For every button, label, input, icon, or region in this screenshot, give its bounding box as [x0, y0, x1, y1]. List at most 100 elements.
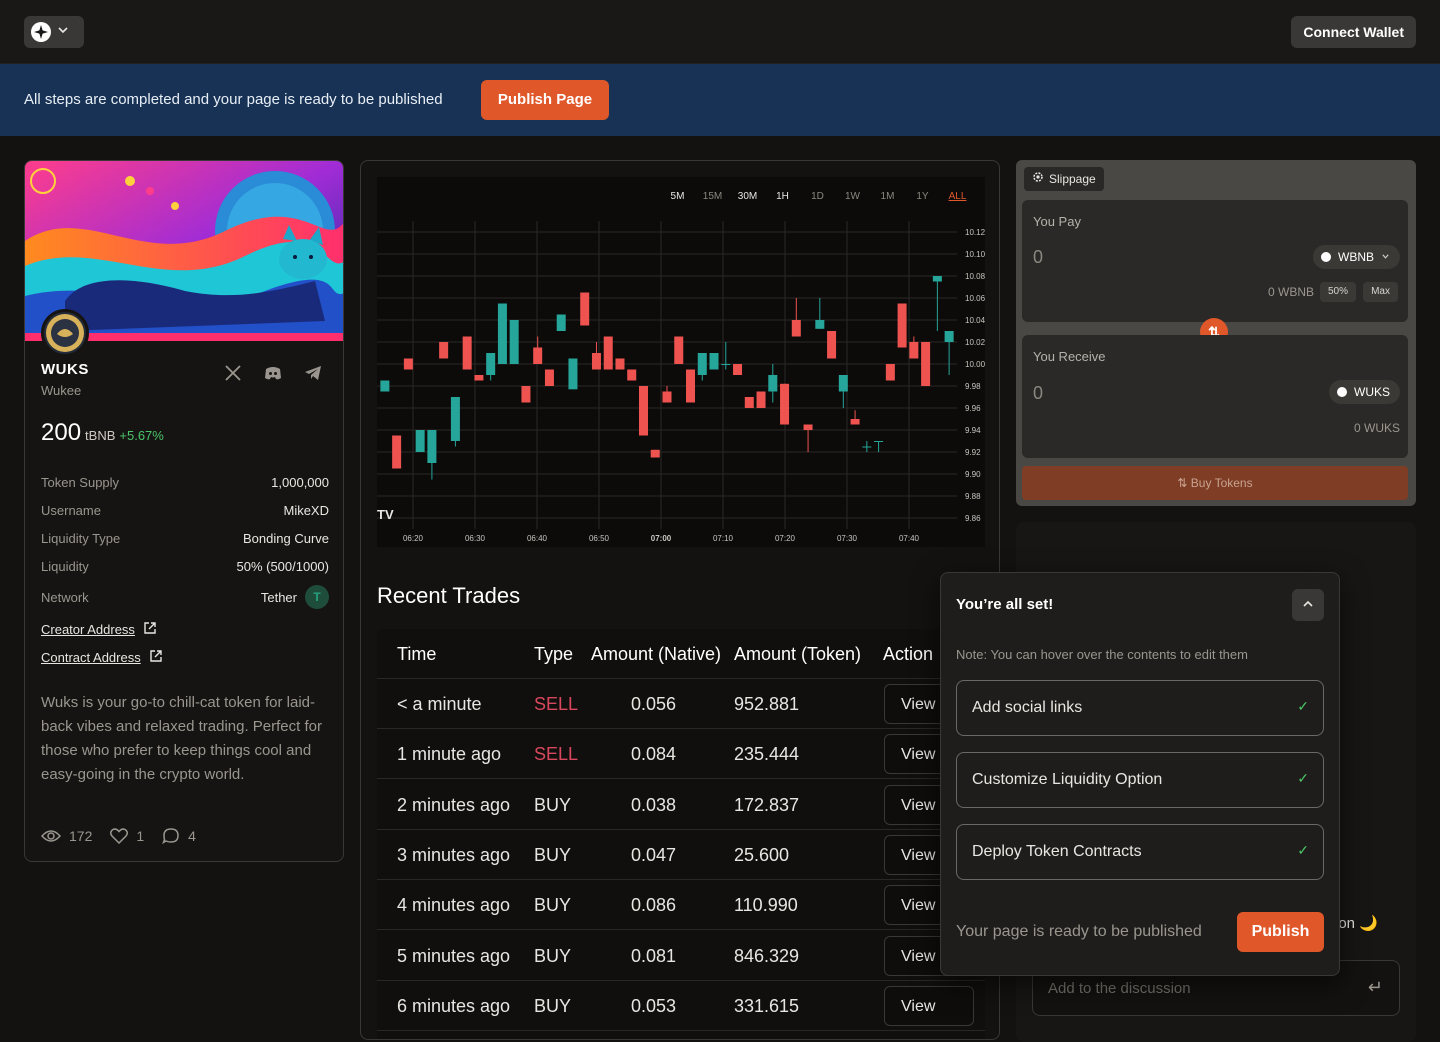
social-links — [223, 363, 323, 383]
header-amount-token: Amount (Token) — [734, 644, 862, 664]
y-tick-label: 9.98 — [965, 382, 981, 391]
publish-banner: All steps are completed and your page is… — [0, 64, 1440, 136]
chevron-up-icon — [1302, 597, 1314, 613]
timeframe-5m[interactable]: 5M — [670, 191, 685, 202]
candle-body — [474, 375, 484, 381]
telegram-icon[interactable] — [303, 363, 323, 383]
candle-body — [697, 353, 707, 375]
trade-type: BUY — [534, 794, 572, 815]
timeframe-30m[interactable]: 30M — [737, 191, 758, 202]
timeframe-15m[interactable]: 15M — [702, 191, 723, 202]
timeframe-1m[interactable]: 1M — [880, 191, 895, 202]
trade-time: 1 minute ago — [397, 744, 502, 765]
detail-liquidity: Liquidity 50% (500/1000) — [41, 559, 329, 574]
table-row: 3 minutes ago BUY 0.047 25.600 View — [377, 830, 985, 880]
x-tick-label: 06:20 — [403, 534, 424, 543]
candle-body — [568, 358, 578, 390]
detail-value: 50% (500/1000) — [236, 559, 329, 574]
trade-amount-native: 0.056 — [631, 694, 677, 714]
trade-time: < a minute — [397, 694, 482, 714]
y-tick-label: 10.06 — [965, 294, 985, 303]
step-customize-liquidity[interactable]: Customize Liquidity Option ✓ — [956, 752, 1324, 808]
y-tick-label: 10.04 — [965, 316, 985, 325]
swap-arrows-icon: ⇅ — [1177, 476, 1188, 490]
trade-amount-token: 235.444 — [734, 744, 800, 765]
candle-body — [521, 386, 531, 403]
slippage-button[interactable]: Slippage — [1024, 167, 1104, 191]
candle-body — [615, 358, 625, 370]
x-tick-label: 07:30 — [837, 534, 858, 543]
step-label: Customize Liquidity Option — [972, 771, 1163, 788]
app-menu-button[interactable] — [24, 16, 84, 48]
timeframe-1w[interactable]: 1W — [845, 191, 860, 202]
candle-body — [780, 383, 790, 425]
half-button[interactable]: 50% — [1319, 282, 1356, 302]
table-row: 5 minutes ago BUY 0.081 846.329 View — [377, 931, 985, 981]
token-symbol: WUKS — [41, 361, 89, 378]
views-count: 172 — [69, 828, 93, 844]
candle-body — [427, 430, 437, 463]
max-button[interactable]: Max — [1363, 282, 1398, 302]
timeframe-1d[interactable]: 1D — [811, 191, 824, 202]
step-label: Deploy Token Contracts — [972, 843, 1142, 860]
trade-type: SELL — [534, 694, 579, 714]
y-tick-label: 9.86 — [965, 514, 981, 523]
compass-icon — [31, 22, 51, 42]
token-dot-icon — [1321, 252, 1331, 262]
connect-wallet-button[interactable]: Connect Wallet — [1291, 16, 1416, 48]
pay-token-name: WBNB — [1338, 250, 1374, 264]
discord-icon[interactable] — [263, 363, 283, 383]
x-icon[interactable] — [223, 363, 243, 383]
timeframe-1h[interactable]: 1H — [776, 191, 789, 202]
creator-address-link[interactable]: Creator Address — [41, 621, 157, 638]
detail-value: MikeXD — [283, 503, 329, 518]
step-deploy-contracts[interactable]: Deploy Token Contracts ✓ — [956, 824, 1324, 880]
candle-body — [791, 320, 801, 337]
candlestick-chart: 10.12 10.10 10.08 10.06 10.04 10.02 10.00 9.98 9… — [377, 221, 985, 543]
likes-stat[interactable]: 1 — [110, 827, 144, 845]
candle-body — [380, 380, 390, 392]
contract-address-link[interactable]: Contract Address — [41, 649, 163, 666]
detail-liquidity-type: Liquidity Type Bonding Curve — [41, 531, 329, 546]
trade-amount-native: 0.038 — [631, 794, 677, 815]
x-tick-label: 07:40 — [899, 534, 920, 543]
candle-body — [932, 276, 942, 282]
collapse-button[interactable] — [1292, 589, 1324, 621]
publish-button[interactable]: Publish — [1237, 912, 1324, 952]
price-chart[interactable]: 5M 15M 30M 1H 1D 1W 1M 1Y ALL 10.12 10.10 10.08 10.… — [377, 177, 985, 547]
candle-body — [674, 336, 684, 364]
y-tick-label: 9.92 — [965, 448, 981, 457]
buy-tokens-button[interactable]: ⇅ Buy Tokens — [1022, 466, 1408, 500]
view-trade-button[interactable]: View — [884, 985, 974, 1026]
external-link-icon — [149, 649, 163, 666]
heart-icon — [110, 828, 129, 844]
candle-body — [803, 424, 813, 430]
comments-count: 4 — [188, 828, 196, 844]
step-add-social-links[interactable]: Add social links ✓ — [956, 680, 1324, 736]
receive-amount: 0 — [1033, 383, 1044, 403]
table-row: 6 minutes ago BUY 0.053 331.615 View — [377, 981, 985, 1031]
y-tick-label: 9.90 — [965, 470, 981, 479]
step-label: Add social links — [972, 699, 1083, 716]
trade-type: BUY — [534, 995, 572, 1016]
candle-body — [768, 375, 778, 392]
token-avatar — [41, 309, 89, 357]
trade-time: 2 minutes ago — [397, 794, 511, 815]
timeframe-all[interactable]: ALL — [948, 191, 967, 202]
publish-page-button[interactable]: Publish Page — [481, 80, 609, 120]
candle-body — [439, 342, 449, 359]
candle-body — [603, 336, 613, 370]
timeframe-1y[interactable]: 1Y — [916, 191, 929, 202]
pay-amount-input[interactable]: 0 — [1033, 247, 1044, 267]
tradingview-logo: TV — [377, 507, 394, 522]
price-value: 200 — [41, 419, 82, 446]
enter-icon[interactable]: ↵ — [1367, 977, 1383, 997]
trade-type: BUY — [534, 945, 572, 966]
comments-stat[interactable]: 4 — [162, 827, 196, 845]
table-row: 1 minute ago SELL 0.084 235.444 View — [377, 729, 985, 780]
pay-token-select[interactable]: WBNB — [1313, 245, 1400, 269]
trade-amount-native: 0.081 — [631, 945, 677, 966]
table-header: Time Type Amount (Native) Amount (Token)… — [377, 629, 985, 679]
receive-token[interactable]: WUKS — [1329, 380, 1400, 404]
candle-body — [721, 364, 731, 365]
